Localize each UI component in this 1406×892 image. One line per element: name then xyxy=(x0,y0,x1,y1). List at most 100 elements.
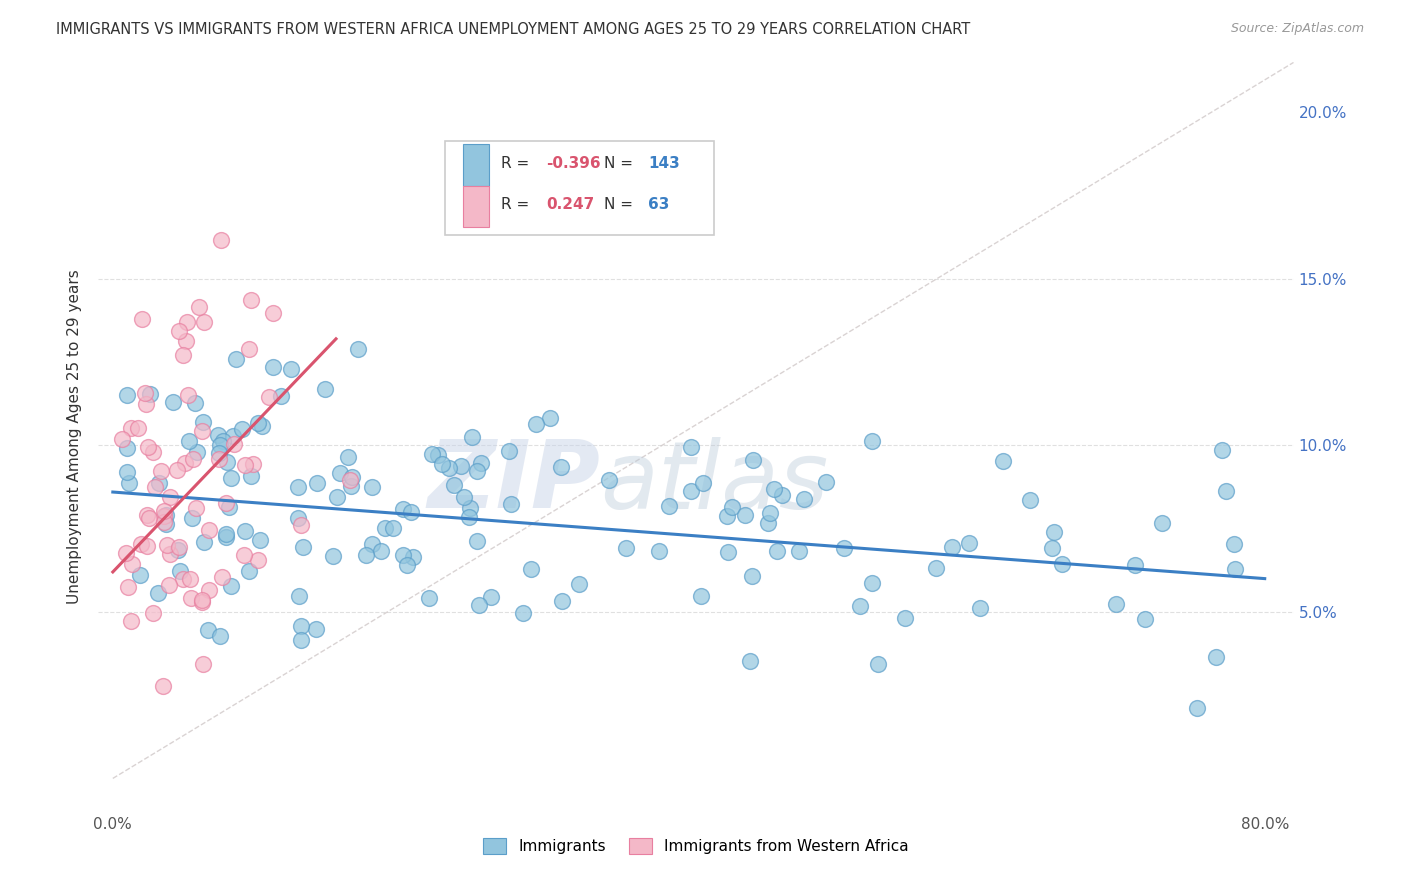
FancyBboxPatch shape xyxy=(446,141,714,235)
Point xyxy=(756,516,779,530)
Point xyxy=(208,446,231,460)
Point xyxy=(991,454,1014,468)
Point xyxy=(224,437,246,451)
Point xyxy=(550,459,572,474)
Point xyxy=(648,544,671,558)
Point xyxy=(681,483,703,498)
Point xyxy=(148,475,170,490)
Point xyxy=(221,579,243,593)
Point xyxy=(167,324,190,338)
Point xyxy=(139,387,162,401)
Point xyxy=(329,466,352,480)
Point xyxy=(198,582,221,597)
Point xyxy=(111,432,134,446)
Point xyxy=(326,491,349,505)
Point xyxy=(142,606,165,620)
Point xyxy=(153,509,176,524)
Point xyxy=(262,359,284,374)
Point xyxy=(215,527,238,541)
Point xyxy=(287,510,309,524)
Point xyxy=(340,470,363,484)
Point xyxy=(193,315,215,329)
Text: ZIP: ZIP xyxy=(427,436,600,528)
Point xyxy=(197,524,219,538)
Point xyxy=(177,388,200,402)
Point xyxy=(681,441,703,455)
Point xyxy=(155,508,177,522)
Text: 143: 143 xyxy=(648,156,681,170)
Point xyxy=(432,458,454,472)
Point xyxy=(568,576,591,591)
Point xyxy=(734,508,756,523)
Text: R =: R = xyxy=(501,197,534,212)
Point xyxy=(242,458,264,472)
Point xyxy=(290,518,312,533)
Point xyxy=(207,428,229,442)
Point xyxy=(512,606,534,620)
Point xyxy=(136,508,159,522)
Point xyxy=(129,568,152,582)
Point xyxy=(524,417,547,431)
Point xyxy=(520,562,543,576)
Point xyxy=(169,564,191,578)
Point xyxy=(115,465,138,479)
Point xyxy=(159,547,181,561)
Point xyxy=(1223,537,1246,551)
Point xyxy=(381,521,404,535)
Point xyxy=(176,315,198,329)
Text: -0.396: -0.396 xyxy=(547,156,602,170)
Point xyxy=(957,536,980,550)
Point xyxy=(127,421,149,435)
Point xyxy=(159,490,181,504)
Text: N =: N = xyxy=(605,197,638,212)
Point xyxy=(231,422,253,436)
Point xyxy=(340,479,363,493)
Point xyxy=(614,541,637,556)
Point xyxy=(291,540,314,554)
Point xyxy=(149,464,172,478)
Point xyxy=(191,657,214,671)
Point xyxy=(1211,443,1233,458)
Point xyxy=(114,546,136,560)
Point xyxy=(117,580,139,594)
Point xyxy=(115,388,138,402)
Point xyxy=(233,524,256,538)
Point xyxy=(152,679,174,693)
Point xyxy=(969,601,991,615)
Text: N =: N = xyxy=(605,156,638,170)
Point xyxy=(215,496,238,510)
Legend: Immigrants, Immigrants from Western Africa: Immigrants, Immigrants from Western Afri… xyxy=(477,832,915,860)
Point xyxy=(1150,516,1173,531)
Point xyxy=(741,569,763,583)
Point xyxy=(465,533,488,548)
Point xyxy=(215,530,238,544)
Point xyxy=(117,475,139,490)
Point xyxy=(167,540,190,554)
Point xyxy=(238,342,260,356)
Point xyxy=(142,445,165,459)
Point xyxy=(347,343,370,357)
Point xyxy=(763,482,786,496)
Point xyxy=(225,351,247,366)
Point xyxy=(1185,700,1208,714)
Point xyxy=(868,657,890,671)
Point xyxy=(1215,483,1237,498)
Point xyxy=(1043,525,1066,540)
Point xyxy=(181,451,204,466)
Point xyxy=(156,538,179,552)
Point xyxy=(249,533,271,548)
Point xyxy=(177,434,200,448)
Point xyxy=(461,430,484,444)
Point xyxy=(184,500,207,515)
Point xyxy=(179,572,201,586)
Point xyxy=(1105,597,1128,611)
Point xyxy=(658,499,681,513)
Point xyxy=(186,445,208,459)
Point xyxy=(135,539,157,553)
Point xyxy=(222,428,245,442)
Point xyxy=(738,654,761,668)
Point xyxy=(443,478,465,492)
Point xyxy=(288,589,311,603)
Text: Source: ZipAtlas.com: Source: ZipAtlas.com xyxy=(1230,22,1364,36)
Point xyxy=(354,549,377,563)
